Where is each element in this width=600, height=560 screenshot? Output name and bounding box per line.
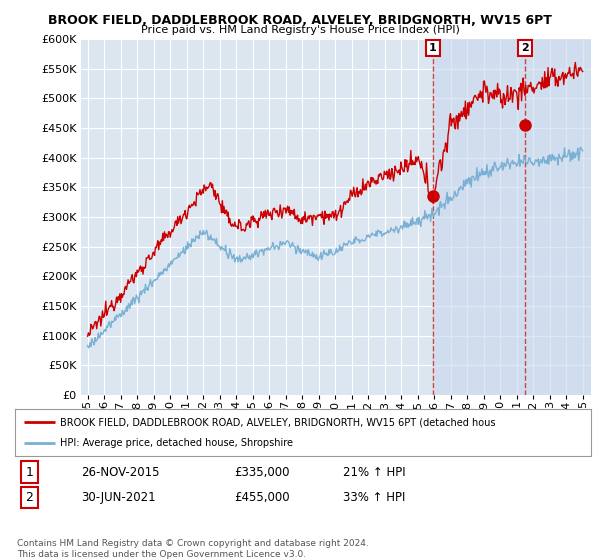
- Text: Contains HM Land Registry data © Crown copyright and database right 2024.
This d: Contains HM Land Registry data © Crown c…: [17, 539, 368, 559]
- Bar: [433, 39, 591, 395]
- Text: £335,000: £335,000: [234, 466, 289, 479]
- Text: 2: 2: [521, 43, 529, 53]
- Text: 26-NOV-2015: 26-NOV-2015: [81, 466, 160, 479]
- Text: 2: 2: [25, 491, 34, 504]
- Text: £455,000: £455,000: [234, 491, 290, 504]
- Text: BROOK FIELD, DADDLEBROOK ROAD, ALVELEY, BRIDGNORTH, WV15 6PT: BROOK FIELD, DADDLEBROOK ROAD, ALVELEY, …: [48, 14, 552, 27]
- Text: 1: 1: [25, 466, 34, 479]
- Text: 21% ↑ HPI: 21% ↑ HPI: [343, 466, 406, 479]
- Text: 33% ↑ HPI: 33% ↑ HPI: [343, 491, 406, 504]
- Text: Price paid vs. HM Land Registry's House Price Index (HPI): Price paid vs. HM Land Registry's House …: [140, 25, 460, 35]
- Text: BROOK FIELD, DADDLEBROOK ROAD, ALVELEY, BRIDGNORTH, WV15 6PT (detached hous: BROOK FIELD, DADDLEBROOK ROAD, ALVELEY, …: [60, 417, 496, 427]
- Text: 1: 1: [428, 43, 436, 53]
- Text: 30-JUN-2021: 30-JUN-2021: [81, 491, 156, 504]
- Text: HPI: Average price, detached house, Shropshire: HPI: Average price, detached house, Shro…: [60, 438, 293, 448]
